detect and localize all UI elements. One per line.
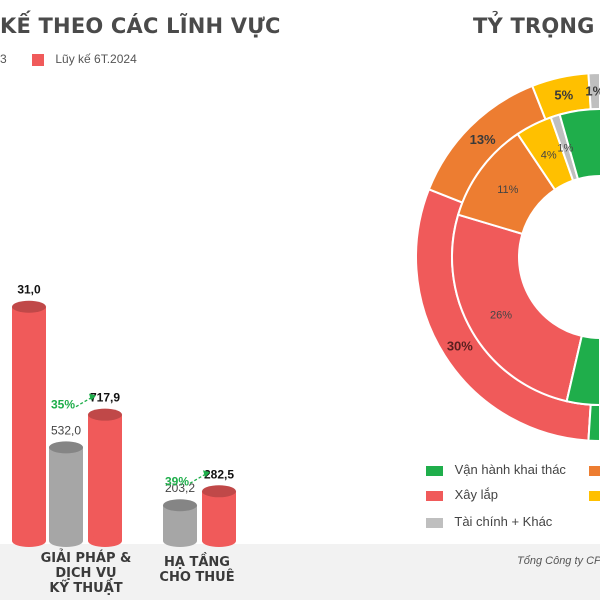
bar-prev-2-base [163, 535, 197, 547]
bar-current-1-body [88, 414, 122, 541]
donut-inner-label-0: 26% [490, 309, 512, 321]
donut-outer-label-1: 13% [470, 132, 496, 147]
category-label-solutions-line2: DỊCH VỤ [55, 566, 117, 581]
bar-prev-label-2: 203,2 [165, 481, 195, 495]
bar-prev-label-1: 532,0 [51, 423, 81, 437]
bar-current-1-base [88, 535, 122, 547]
category-label-infrastructure-line1: HẠ TẦNG [164, 555, 230, 570]
donut-legend-swatch-finance [426, 517, 443, 528]
donut-legend-orange-partial [589, 462, 600, 477]
bar-current-1-top [88, 408, 122, 421]
donut-legend-label-finance: Tài chính + Khác [454, 514, 553, 529]
donut-outer-slice-green-b [587, 403, 600, 443]
bar-legend-label-prev: 3 [0, 52, 7, 66]
bar-legend-item-prev: 3 [0, 52, 7, 66]
donut-inner-label-2: 4% [541, 149, 557, 161]
bar-legend-label-current: Lũy kế 6T.2024 [55, 52, 137, 66]
bar-prev-1-base [49, 535, 83, 547]
category-label-infrastructure-line2: CHO THUÊ [159, 570, 235, 585]
donut-inner-label-1: 11% [497, 184, 518, 196]
growth-arrow-line-2 [189, 472, 208, 484]
category-label-solutions-line3: KỸ THUẬT [49, 581, 123, 596]
donut-inner-slice-green-b [565, 334, 600, 407]
bar-current-0-base [12, 535, 46, 547]
bar-current-label-2: 282,5 [204, 467, 234, 481]
donut-inner-slice-0 [451, 213, 583, 403]
donut-legend-construction: Xây lắp [426, 487, 498, 502]
bar-prev-1-top [49, 441, 83, 454]
bar-current-label-0: 31,0 [17, 283, 41, 297]
donut-inner-label-3: 1% [557, 143, 573, 155]
donut-outer-label-3: 1% [585, 84, 600, 99]
category-label-infrastructure: HẠ TẦNG CHO THUÊ [137, 555, 257, 585]
donut-legend-operations: Vận hành khai thác [426, 462, 566, 477]
growth-label-1: 35% [51, 398, 75, 412]
donut-legend-label-construction: Xây lắp [454, 487, 498, 502]
donut-legend-swatch-operations [426, 465, 443, 476]
growth-arrow-head-1 [89, 393, 96, 401]
donut-legend-swatch-orange [589, 465, 600, 476]
bar-current-0-body [12, 306, 46, 541]
chart-title-right: TỶ TRỌNG D [473, 14, 600, 38]
bar-current-2-top [202, 485, 236, 498]
donut-legend-swatch-yellow [589, 490, 600, 501]
bar-current-0-top [12, 300, 46, 313]
bar-legend-swatch-current [32, 53, 44, 66]
bar-legend-item-current: Lũy kế 6T.2024 [32, 52, 137, 66]
growth-arrow-head-2 [203, 470, 210, 478]
bar-current-2-base [202, 535, 236, 547]
bar-current-label-1: 717,9 [90, 391, 120, 405]
footer-bar [0, 544, 600, 600]
footer-note: Tổng Công ty CP [517, 555, 600, 567]
bar-prev-2-top [163, 499, 197, 512]
growth-arrow-line-1 [75, 396, 94, 408]
donut-outer-label-0: 30% [447, 338, 473, 353]
category-label-solutions-line1: GIẢI PHÁP & [40, 551, 132, 566]
donut-legend-yellow-partial [589, 487, 600, 502]
donut-legend-finance: Tài chính + Khác [426, 514, 552, 529]
chart-title-left: KẾ THEO CÁC LĨNH VỰC [0, 14, 281, 38]
donut-outer-label-2: 5% [554, 88, 573, 103]
bar-prev-1-body [49, 447, 83, 541]
category-label-solutions: GIẢI PHÁP & DỊCH VỤ KỸ THUẬT [26, 551, 146, 596]
bar-current-2-body [202, 491, 236, 541]
growth-label-2: 39% [165, 474, 189, 488]
donut-legend-label-operations: Vận hành khai thác [454, 462, 566, 477]
donut-legend-swatch-construction [426, 490, 443, 501]
